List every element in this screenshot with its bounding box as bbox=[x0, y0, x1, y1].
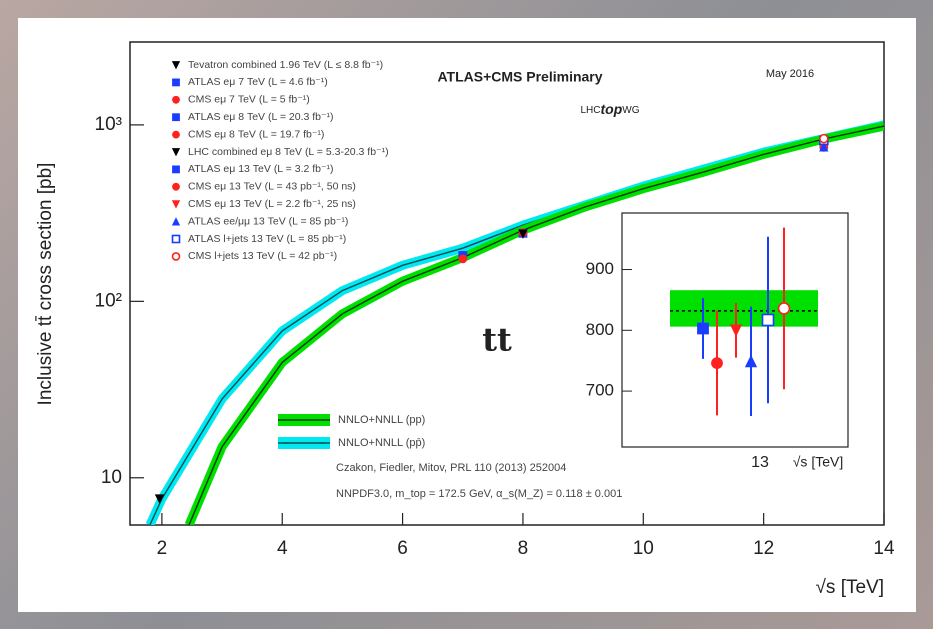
note: NNPDF3.0, m_top = 172.5 GeV, α_s(M_Z) = … bbox=[336, 488, 622, 500]
x-tick-label: 14 bbox=[873, 538, 895, 559]
legend-label: NNLO+NNLL (pp̄) bbox=[338, 437, 425, 449]
legend-label: CMS eμ 13 TeV (L = 2.2 fb⁻¹, 25 ns) bbox=[188, 198, 356, 210]
inset-band bbox=[670, 290, 818, 327]
legend-label: CMS eμ 13 TeV (L = 43 pb⁻¹, 50 ns) bbox=[188, 181, 356, 193]
logo-part: WG bbox=[622, 105, 639, 116]
marker bbox=[172, 165, 180, 174]
legend-label: NNLO+NNLL (pp) bbox=[338, 414, 425, 426]
x-tick-label: 8 bbox=[518, 538, 529, 559]
marker bbox=[154, 494, 165, 504]
x-tick-label: 10 bbox=[633, 538, 654, 559]
logo-part: top bbox=[601, 101, 623, 117]
marker bbox=[761, 313, 775, 327]
legend-label: Tevatron combined 1.96 TeV (L ≤ 8.8 fb⁻¹… bbox=[188, 59, 383, 71]
x-tick-label: 6 bbox=[397, 538, 408, 559]
x-tick-label: 12 bbox=[753, 538, 774, 559]
x-tick-label: 4 bbox=[277, 538, 288, 559]
y-tick-label: 10³ bbox=[95, 114, 122, 135]
marker bbox=[744, 354, 758, 368]
marker bbox=[518, 229, 528, 239]
marker bbox=[172, 78, 180, 87]
marker bbox=[458, 254, 468, 264]
marker bbox=[697, 322, 709, 335]
legend-label: ATLAS eμ 7 TeV (L = 4.6 fb⁻¹) bbox=[188, 76, 328, 88]
marker bbox=[819, 142, 829, 152]
logo: LHCtopWG bbox=[581, 101, 640, 117]
marker bbox=[711, 357, 723, 370]
legend-label: CMS eμ 8 TeV (L = 19.7 fb⁻¹) bbox=[188, 128, 324, 140]
overlay-text: tt bbox=[482, 321, 512, 359]
marker bbox=[171, 148, 181, 157]
marker bbox=[172, 95, 180, 104]
y-tick-label: 10 bbox=[101, 467, 122, 488]
legend-label: ATLAS l+jets 13 TeV (L = 85 pb⁻¹) bbox=[188, 233, 346, 245]
legend-label: LHC combined eμ 8 TeV (L = 5.3-20.3 fb⁻¹… bbox=[188, 146, 389, 158]
note: Czakon, Fiedler, Mitov, PRL 110 (2013) 2… bbox=[336, 462, 566, 474]
marker bbox=[171, 200, 181, 209]
inset-x-tick-label: 13 bbox=[751, 454, 769, 471]
legend-label: ATLAS eμ 13 TeV (L = 3.2 fb⁻¹) bbox=[188, 163, 334, 175]
chart-title: ATLAS+CMS Preliminary bbox=[437, 69, 602, 85]
marker bbox=[172, 130, 180, 139]
inset-y-tick-label: 900 bbox=[586, 259, 614, 278]
y-tick-label: 10² bbox=[95, 290, 122, 311]
x-tick-label: 2 bbox=[157, 538, 168, 559]
plot-frame bbox=[129, 41, 885, 526]
inset-y-tick-label: 800 bbox=[586, 320, 614, 339]
marker bbox=[777, 302, 791, 315]
x-axis-label: √s [TeV] bbox=[815, 577, 884, 598]
y-axis-label: Inclusive tt̄ cross section [pb] bbox=[35, 163, 56, 406]
legend-label: ATLAS eμ 8 TeV (L = 20.3 fb⁻¹) bbox=[188, 111, 334, 123]
marker bbox=[729, 324, 743, 337]
marker bbox=[171, 61, 181, 70]
marker bbox=[172, 182, 180, 191]
marker bbox=[171, 252, 181, 261]
inset-y-tick-label: 700 bbox=[586, 381, 614, 400]
legend-label: CMS eμ 7 TeV (L = 5 fb⁻¹) bbox=[188, 94, 310, 106]
inset-x-axis-label: √s [TeV] bbox=[793, 454, 843, 470]
date: May 2016 bbox=[766, 68, 814, 80]
marker bbox=[819, 133, 829, 144]
marker bbox=[172, 113, 180, 122]
marker bbox=[171, 217, 181, 226]
legend-label: ATLAS ee/μμ 13 TeV (L = 85 pb⁻¹) bbox=[188, 215, 348, 227]
logo-part: LHC bbox=[581, 105, 601, 116]
legend-label: CMS l+jets 13 TeV (L = 42 pb⁻¹) bbox=[188, 250, 337, 262]
marker bbox=[171, 234, 181, 244]
